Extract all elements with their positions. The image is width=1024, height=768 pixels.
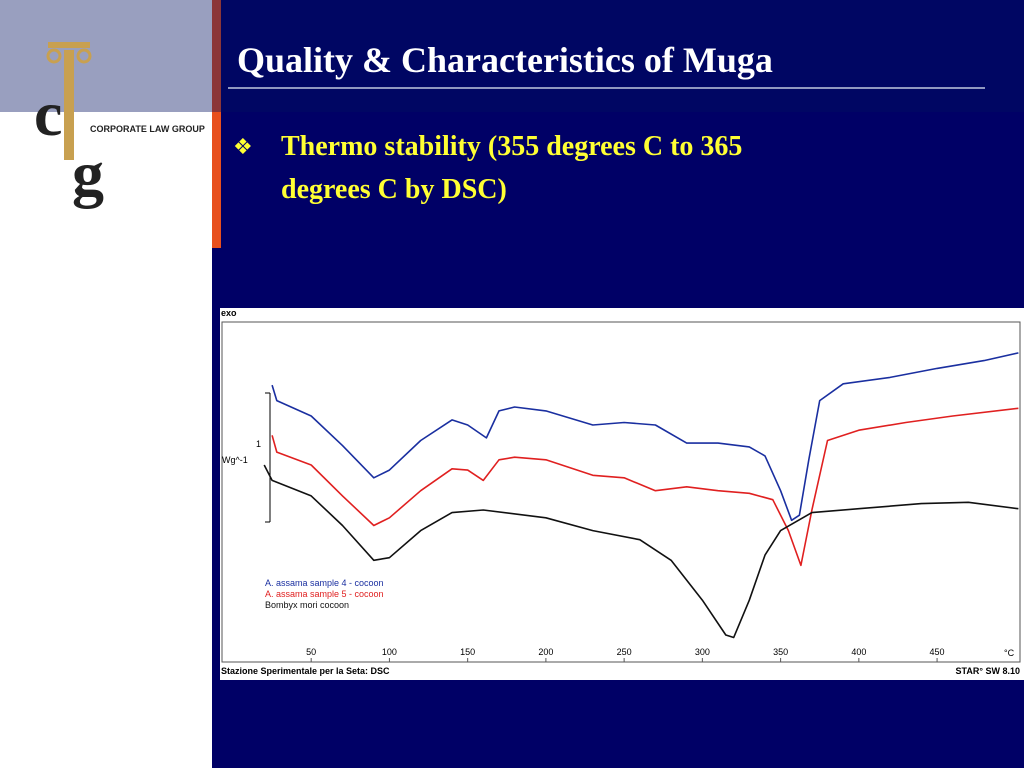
x-tick-label: 350 (773, 647, 788, 657)
y-label: Wg^-1 (222, 455, 248, 465)
logo-letter: g (72, 138, 104, 209)
slide-title: Quality & Characteristics of Muga (237, 40, 773, 80)
series-line (263, 464, 1019, 639)
x-tick-label: 100 (382, 647, 397, 657)
x-tick-label: 250 (617, 647, 632, 657)
logo-name: CORPORATE LAW GROUP (90, 124, 205, 134)
logo-column-cap (48, 42, 90, 48)
corner-label: exo (221, 308, 237, 318)
x-tick-label: 300 (695, 647, 710, 657)
series-line (271, 352, 1019, 522)
logo-column (64, 50, 74, 160)
chart-panel (220, 308, 1024, 680)
series-line (271, 407, 1019, 567)
x-tick-label: 50 (306, 647, 316, 657)
x-tick-label: 150 (460, 647, 475, 657)
logo-volute (46, 48, 62, 64)
left-panel (0, 0, 212, 768)
plot-frame (221, 321, 1021, 663)
footer-left: Stazione Sperimentale per la Seta: DSC (221, 666, 390, 676)
footer-right: STAR° SW 8.10 (956, 666, 1020, 676)
legend-entry: A. assama sample 4 - cocoon (265, 578, 384, 588)
bullet-text: degrees C by DSC) (281, 174, 507, 205)
legend-entry: Bombyx mori cocoon (265, 600, 349, 610)
legend-entry: A. assama sample 5 - cocoon (265, 589, 384, 599)
title-band (0, 0, 1024, 112)
scale-label: 1 (256, 439, 261, 449)
x-unit: °C (1004, 648, 1015, 658)
bullet-icon: ❖ (233, 134, 253, 159)
x-tick-label: 200 (538, 647, 553, 657)
bullet-text: Thermo stability (355 degrees C to 365 (281, 131, 742, 162)
logo-letter: c (34, 78, 62, 149)
logo-volute (76, 48, 92, 64)
accent-stripe (212, 0, 221, 248)
x-tick-label: 450 (930, 647, 945, 657)
x-tick-label: 400 (851, 647, 866, 657)
